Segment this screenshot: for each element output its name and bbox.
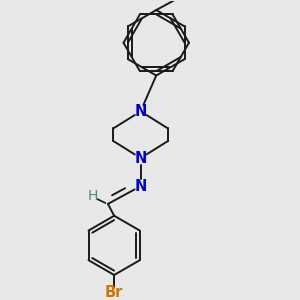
Text: N: N	[134, 151, 147, 166]
Text: H: H	[88, 189, 98, 203]
Text: N: N	[134, 104, 147, 119]
Text: N: N	[134, 178, 147, 194]
Text: Br: Br	[105, 285, 123, 300]
